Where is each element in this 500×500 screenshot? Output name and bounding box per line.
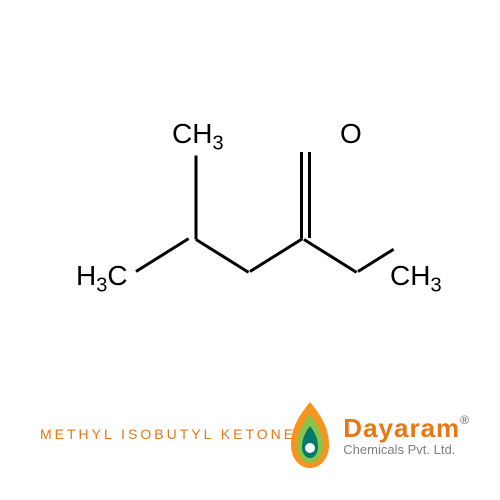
atom-h3c-left: H3C [76,260,128,298]
bond [135,237,189,272]
atom-ch3-top: CH3 [172,118,224,156]
product-name: METHYL ISOBUTYL KETONE [40,426,296,442]
bond [195,238,249,273]
chemical-structure: CH3 O H3C CH3 [50,110,450,310]
bond [195,156,198,240]
logo-tagline: Chemicals Pvt. Ltd. [343,442,470,457]
bond [303,238,357,273]
logo-brand: Dayaram® [343,413,470,444]
bond [357,248,394,273]
company-logo: Dayaram® Chemicals Pvt. Ltd. [285,400,470,470]
atom-o: O [340,118,362,150]
atom-ch3-right: CH3 [390,260,442,298]
bond [249,237,303,272]
flame-icon [285,400,335,470]
registered-icon: ® [460,413,470,427]
